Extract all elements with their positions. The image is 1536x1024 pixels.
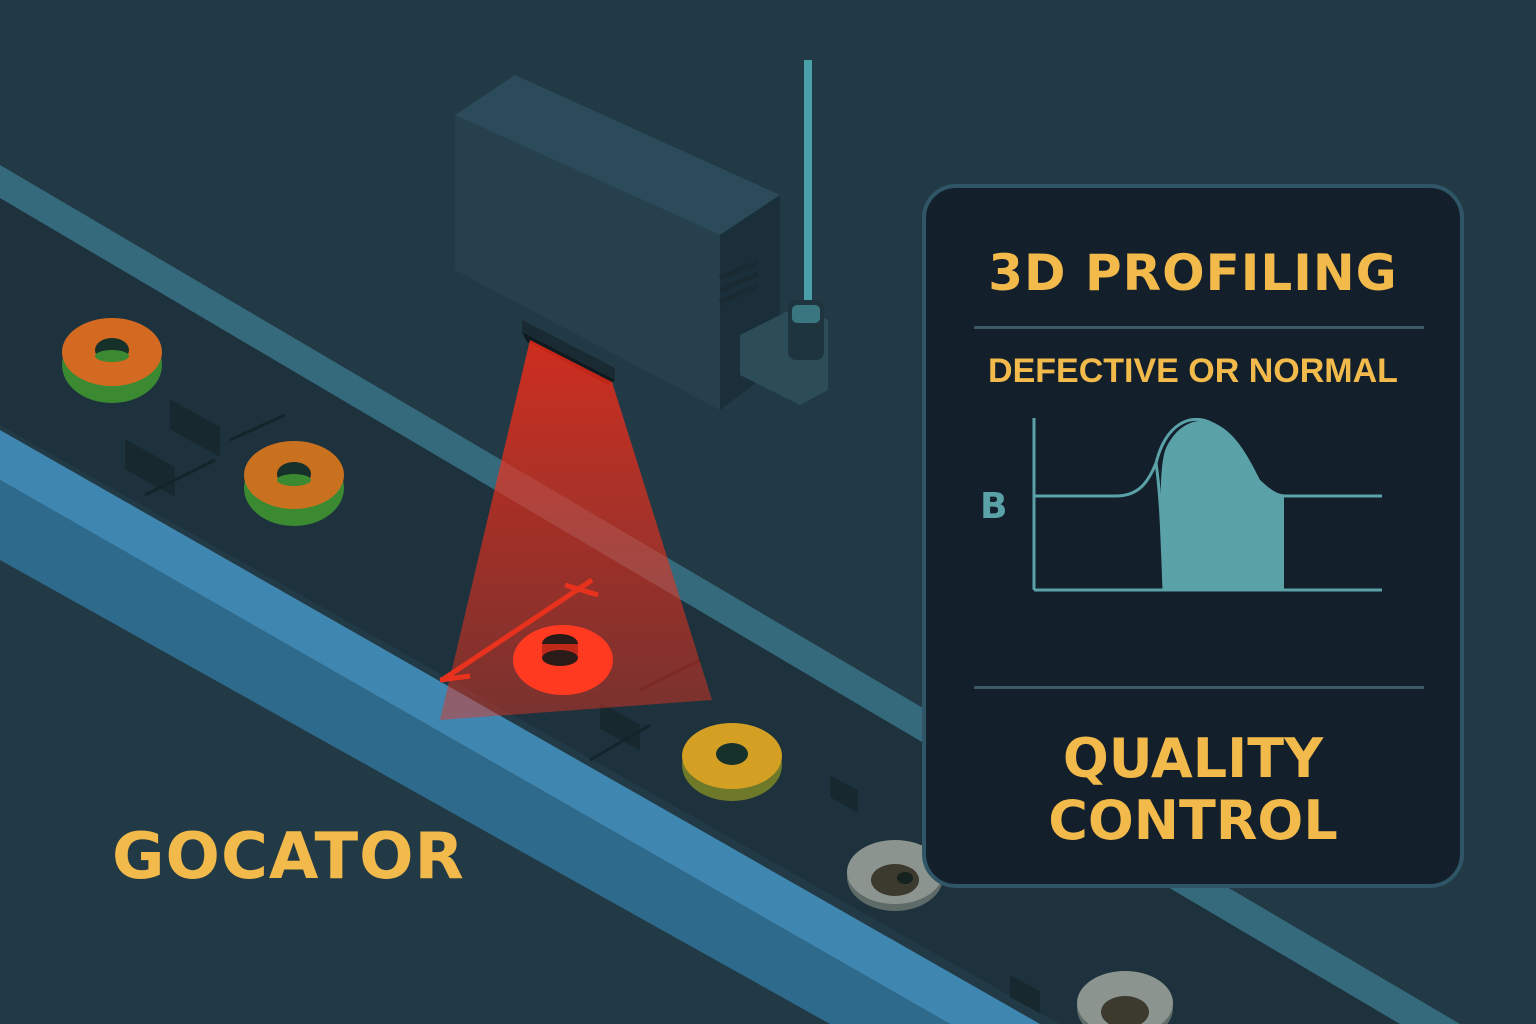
- profile-baseline: [1034, 462, 1158, 498]
- belt-slats: [125, 399, 1040, 1014]
- divider: [974, 326, 1424, 329]
- brand-label: GOCATOR: [112, 820, 465, 894]
- laser-beam: [440, 340, 712, 720]
- washer-part-icon: [847, 840, 943, 911]
- washer-part-icon: [513, 625, 613, 695]
- panel-subtitle: DEFECTIVE OR NORMAL: [988, 352, 1398, 390]
- profile-chart: B: [980, 418, 1382, 592]
- washer-part-icon: [1077, 971, 1173, 1024]
- panel-footer-line: CONTROL: [1048, 789, 1338, 852]
- panel-footer: QUALITY CONTROL: [926, 728, 1460, 852]
- washer-part-icon: [62, 318, 162, 403]
- panel-title: 3D PROFILING: [988, 244, 1398, 302]
- belt-lower-rail: [0, 430, 1040, 1024]
- profile-axis-label: B: [980, 486, 1007, 527]
- washer-part-icon: [244, 441, 344, 526]
- profile-fill: [1160, 420, 1284, 590]
- info-panel: 3D PROFILING DEFECTIVE OR NORMAL B QUALI…: [922, 184, 1464, 888]
- washer-part-icon: [682, 723, 782, 801]
- panel-footer-line: QUALITY: [1062, 727, 1324, 790]
- divider: [974, 686, 1424, 689]
